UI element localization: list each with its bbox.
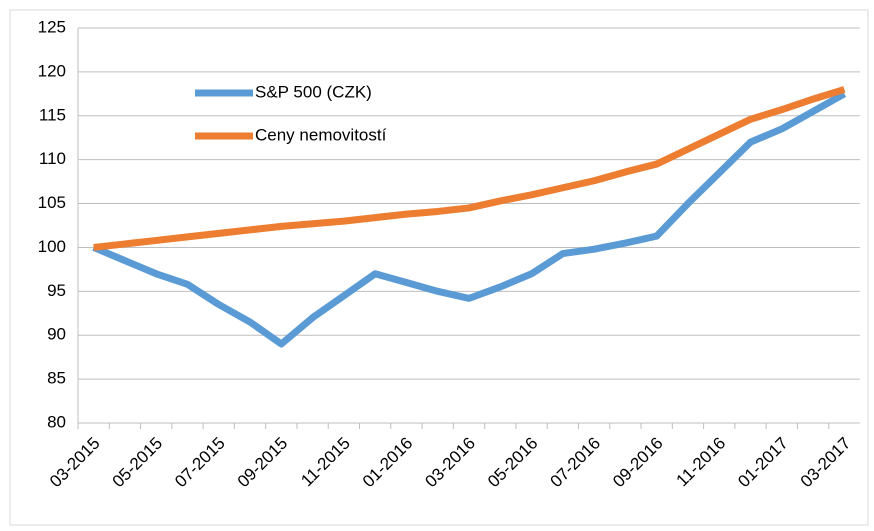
x-tick-label: 07-2015 — [171, 434, 229, 492]
y-tick-label: 115 — [39, 105, 66, 124]
x-tick-label: 03-2016 — [421, 434, 479, 492]
y-tick-label: 80 — [47, 412, 66, 431]
y-tick-label: 120 — [38, 61, 66, 80]
x-tick-label: 03-2015 — [46, 434, 104, 492]
legend-label: Ceny nemovitostí — [255, 125, 387, 144]
y-tick-label: 125 — [38, 17, 66, 36]
line-series — [93, 86, 846, 251]
x-tick-label: 03-2017 — [797, 434, 855, 492]
y-tick-label: 95 — [47, 281, 66, 300]
x-tick-label: 05-2015 — [109, 434, 167, 492]
chart-border — [9, 9, 869, 526]
x-tick-label: 05-2016 — [484, 434, 542, 492]
y-tick-label: 100 — [38, 237, 66, 256]
line-series — [92, 90, 847, 348]
y-tick-label: 85 — [47, 369, 66, 388]
x-tick-label: 07-2016 — [547, 434, 605, 492]
legend-label: S&P 500 (CZK) — [255, 82, 372, 101]
x-tick-label: 09-2015 — [234, 434, 292, 492]
x-tick-label: 11-2016 — [673, 434, 730, 491]
x-tick-label: 01-2017 — [734, 434, 792, 492]
y-tick-label: 105 — [38, 193, 66, 212]
y-tick-label: 90 — [47, 325, 66, 344]
x-tick-label: 11-2015 — [297, 434, 354, 491]
x-tick-label: 01-2016 — [359, 434, 417, 492]
y-tick-label: 110 — [39, 149, 66, 168]
x-tick-label: 09-2016 — [609, 434, 667, 492]
